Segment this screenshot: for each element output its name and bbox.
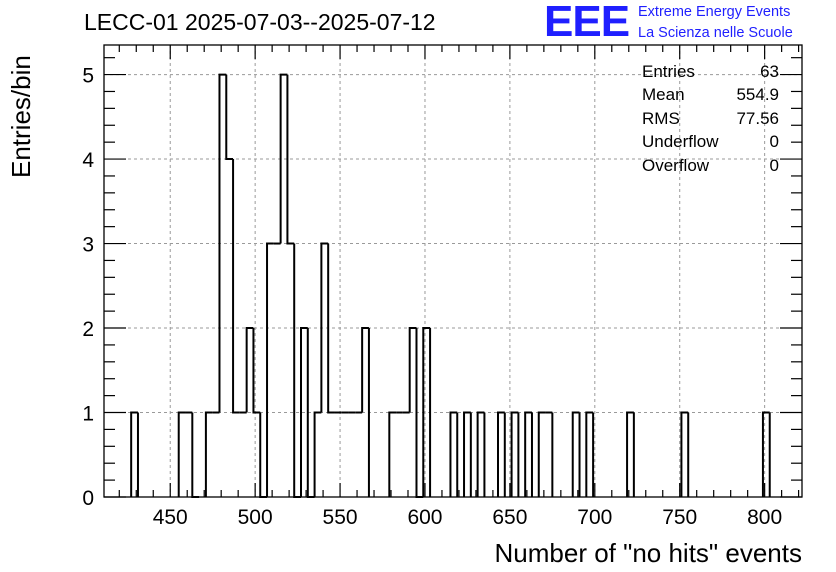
x-tick-label: 750 [662, 506, 697, 529]
x-tick-label: 450 [153, 506, 188, 529]
chart-title: LECC-01 2025-07-03--2025-07-12 [84, 9, 436, 35]
histogram-bin [761, 411, 770, 497]
histogram-bin [449, 411, 458, 497]
histogram-bin [327, 243, 335, 414]
stat-row-mean: Mean 554.9 [642, 83, 779, 106]
histogram-bin [259, 412, 268, 498]
histogram-bin [204, 411, 213, 497]
histogram-bin [422, 327, 431, 497]
logo-line-2: La Scienza nelle Scuole [638, 25, 793, 41]
histogram-bin [497, 411, 505, 497]
histogram-bin [320, 242, 329, 413]
plot-frame [103, 44, 803, 498]
histogram-bin [232, 159, 240, 414]
histogram-bin [300, 327, 308, 497]
histogram-bin [585, 411, 594, 497]
stat-row-rms: RMS 77.56 [642, 107, 779, 130]
histogram-bin [313, 411, 322, 497]
y-tick-label: 0 [82, 487, 94, 510]
stat-value: 0 [769, 155, 779, 175]
histogram-bin [680, 411, 689, 497]
x-tick-label: 550 [323, 506, 358, 529]
x-axis-label: Number of "no hits" events [494, 538, 803, 568]
y-tick-label: 3 [82, 234, 94, 257]
histogram-bin [191, 412, 200, 498]
histogram-bin [463, 411, 471, 497]
histogram-bin [130, 411, 138, 497]
y-axis-label: Entries/bin [6, 55, 36, 178]
histogram-bin [245, 327, 254, 413]
y-tick-label: 1 [82, 403, 94, 426]
stat-row-underflow: Underflow 0 [642, 130, 779, 153]
histogram-bin [571, 411, 580, 497]
stat-value: 0 [769, 132, 779, 152]
stat-label: Mean [642, 85, 685, 105]
histogram-bin [266, 242, 274, 497]
x-tick-label: 500 [238, 506, 273, 529]
histogram-bin [293, 243, 302, 498]
histogram-bin [361, 327, 369, 413]
x-tick-label: 700 [577, 506, 612, 529]
x-tick-label: 600 [407, 506, 442, 529]
y-tick-label: 5 [82, 65, 94, 88]
stat-row-overflow: Overflow 0 [642, 154, 779, 177]
histogram-bin [218, 73, 227, 413]
histogram-bin [524, 411, 532, 497]
stat-label: Overflow [642, 155, 710, 175]
histogram-bin [252, 328, 261, 414]
histogram-bin [286, 74, 295, 245]
histogram-bin [388, 411, 397, 497]
histogram-bin [476, 411, 485, 497]
stat-value: 77.56 [736, 108, 779, 128]
eee-logo: EEE [544, 0, 630, 46]
logo-line-1: Extreme Energy Events [638, 4, 791, 20]
y-tick-label: 2 [82, 318, 94, 341]
stat-label: Entries [642, 62, 695, 81]
x-tick-label: 650 [492, 506, 527, 529]
stat-value: 554.9 [736, 85, 779, 105]
histogram-bin [177, 411, 186, 497]
stat-label: Underflow [642, 132, 719, 152]
stat-row-entries: Entries 63 [642, 60, 779, 83]
axes: 450 500 550 600 650 700 750 800 0 1 2 3 4 5 [82, 44, 803, 529]
histogram-bin [626, 411, 634, 497]
histogram-bin [510, 411, 519, 497]
stat-value: 63 [760, 62, 779, 81]
histogram-bin [537, 411, 546, 497]
histogram-bin [279, 73, 288, 244]
histogram-bin [408, 327, 417, 413]
stat-label: RMS [642, 108, 680, 128]
y-tick-label: 4 [82, 149, 94, 172]
stats-box: Entries 63 Mean 554.9 RMS 77.56 Underflo… [642, 60, 779, 177]
histogram-bin [225, 74, 234, 161]
x-tick-label: 800 [747, 506, 782, 529]
